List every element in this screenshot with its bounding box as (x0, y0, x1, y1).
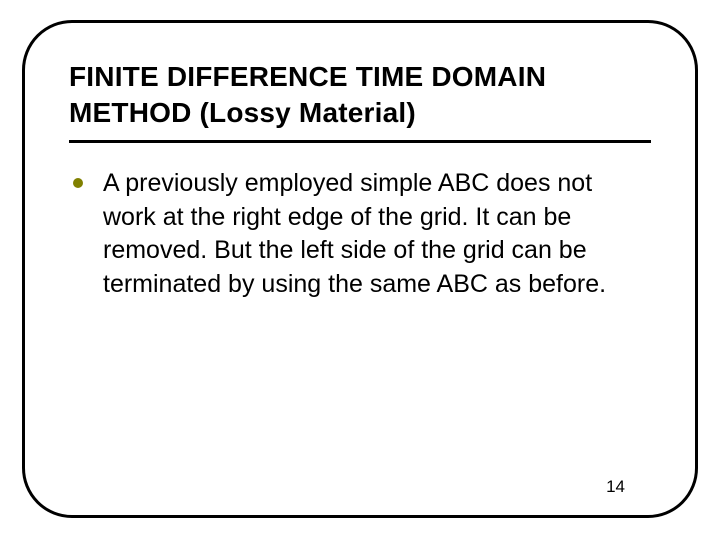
slide-title: FINITE DIFFERENCE TIME DOMAIN METHOD (Lo… (69, 59, 651, 132)
slide-container: FINITE DIFFERENCE TIME DOMAIN METHOD (Lo… (0, 0, 720, 540)
title-underline (69, 140, 651, 143)
slide-content: A previously employed simple ABC does no… (69, 167, 651, 302)
bullet-text: A previously employed simple ABC does no… (103, 169, 606, 298)
list-item: A previously employed simple ABC does no… (69, 167, 651, 302)
slide-frame: FINITE DIFFERENCE TIME DOMAIN METHOD (Lo… (22, 20, 698, 518)
bullet-list: A previously employed simple ABC does no… (69, 167, 651, 302)
bullet-icon (73, 178, 83, 188)
page-number: 14 (606, 477, 625, 497)
